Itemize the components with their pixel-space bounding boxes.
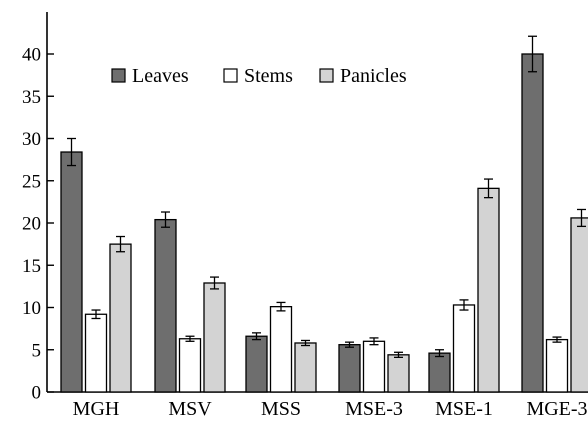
legend-item-stems: Stems (224, 65, 293, 87)
y-tick-label: 0 (32, 383, 42, 404)
legend-swatch (224, 69, 237, 82)
bar-panicles-mss (295, 343, 316, 392)
x-category-label: MSS (261, 398, 301, 418)
bar-leaves-mse-3 (339, 345, 360, 392)
x-axis: MGH MSV MSS MSE-3 MSE-1 MGE-3 (73, 398, 588, 418)
y-axis: 0 5 10 15 20 25 30 35 40 (22, 45, 54, 404)
x-category-label: MGE-3 (526, 398, 587, 418)
legend-label: Stems (244, 65, 293, 87)
x-category-label: MSE-3 (345, 398, 403, 418)
y-tick-label: 25 (22, 171, 41, 192)
y-tick-label: 30 (22, 129, 41, 150)
bar-panicles-mse-1 (478, 188, 499, 392)
y-tick-label: 35 (22, 87, 41, 108)
bar-stems-mse-1 (454, 305, 475, 392)
legend-label: Panicles (340, 65, 407, 87)
legend-swatch (320, 69, 333, 82)
legend-item-panicles: Panicles (320, 65, 407, 87)
legend-swatch (112, 69, 125, 82)
bar-leaves-mss (246, 336, 267, 392)
bar-stems-msv (180, 339, 201, 392)
y-tick-label: 10 (22, 298, 41, 319)
bar-leaves-mgh (61, 152, 82, 392)
bar-leaves-mse-1 (429, 353, 450, 392)
bar-panicles-mge-3 (571, 218, 588, 392)
x-category-label: MGH (73, 398, 120, 418)
bar-stems-mge-3 (547, 340, 568, 392)
y-tick-label: 20 (22, 214, 41, 235)
bar-leaves-mge-3 (522, 54, 543, 392)
bar-stems-mss (271, 307, 292, 392)
y-tick-label: 5 (32, 340, 42, 361)
bars (61, 36, 588, 392)
bar-leaves-msv (155, 220, 176, 392)
bar-stems-mse-3 (364, 341, 385, 392)
bar-panicles-mse-3 (388, 355, 409, 392)
bar-stems-mgh (86, 314, 107, 392)
x-category-label: MSV (168, 398, 212, 418)
legend-item-leaves: Leaves (112, 65, 189, 87)
bar-panicles-msv (204, 283, 225, 392)
y-tick-label: 40 (22, 45, 41, 66)
legend: Leaves Stems Panicles (112, 65, 407, 87)
legend-label: Leaves (132, 65, 189, 87)
x-category-label: MSE-1 (435, 398, 493, 418)
y-tick-label: 15 (22, 256, 41, 277)
bar-panicles-mgh (110, 244, 131, 392)
